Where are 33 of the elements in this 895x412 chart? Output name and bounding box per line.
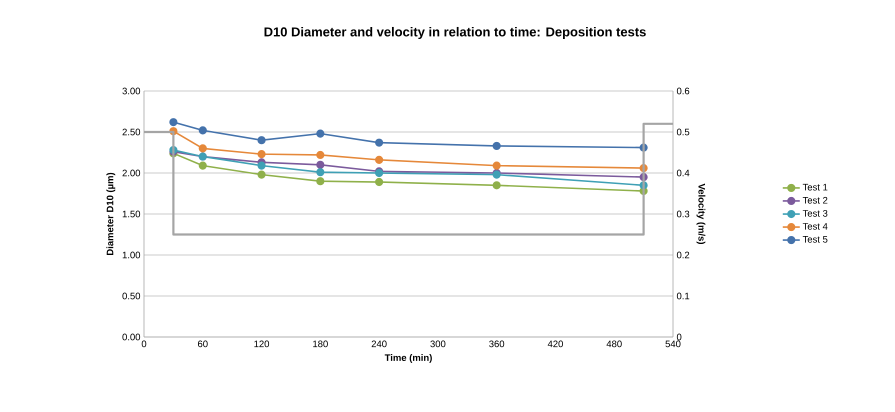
x-tick-label: 480 — [606, 340, 622, 348]
y-tick-label: 3.00 — [122, 88, 140, 94]
x-tick-label: 120 — [254, 340, 270, 348]
legend-label: Test 5 — [802, 236, 828, 243]
x-tick-label: 60 — [198, 340, 208, 348]
legend-label: Test 3 — [802, 210, 828, 217]
x-tick-label: 180 — [313, 340, 328, 348]
y2-tick-label: 0.6 — [676, 88, 690, 94]
x-tick-label: 0 — [142, 340, 146, 348]
y-tick-label: 1.00 — [122, 252, 140, 258]
y2-tick-label: 0 — [676, 334, 682, 340]
y2-tick-label: 0.4 — [676, 170, 690, 176]
x-tick-label: 240 — [372, 340, 387, 348]
x-tick-label: 300 — [430, 340, 446, 348]
y2-tick-label: 0.1 — [676, 292, 690, 300]
y-tick-label: 1.50 — [122, 210, 140, 218]
chart-title: D10 Diameter and velocity in relation to time: Deposition tests — [264, 26, 646, 40]
y-tick-label: 2.50 — [122, 128, 140, 136]
legend-label: Test 2 — [802, 196, 828, 204]
y2-axis-title: Velocity (m/s) — [696, 184, 706, 244]
x-axis-title: Time (min) — [384, 354, 432, 363]
y-tick-label: 0.00 — [122, 334, 140, 340]
y2-tick-label: 0.2 — [676, 252, 690, 258]
x-tick-label: 360 — [489, 340, 504, 348]
x-tick-label: 540 — [665, 340, 681, 348]
y2-tick-label: 0.3 — [676, 210, 690, 218]
y-tick-label: 0.50 — [122, 292, 140, 300]
y-axis-title: Diameter D10 (µm) — [106, 172, 116, 256]
legend-label: Test 1 — [802, 184, 828, 191]
y2-tick-label: 0.5 — [676, 128, 690, 136]
legend-label: Test 4 — [802, 223, 828, 230]
y-tick-label: 2.00 — [122, 170, 140, 176]
x-tick-label: 420 — [548, 340, 563, 348]
